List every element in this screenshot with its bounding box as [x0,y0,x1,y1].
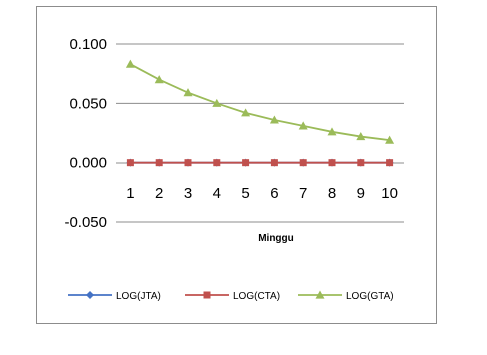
data-point [241,108,251,117]
x-tick-label: 1 [126,185,134,202]
x-tick-label: 4 [213,185,221,202]
x-tick-label: 9 [357,185,365,202]
data-point [242,159,250,167]
data-point [385,135,395,144]
x-axis-title: Minggu [258,233,294,244]
data-point [155,159,163,167]
y-tick-label: 0.050 [69,95,107,112]
data-point [184,159,192,167]
data-point [356,132,366,141]
x-tick-label: 8 [328,185,336,202]
x-tick-label: 7 [299,185,307,202]
legend-marker [203,291,211,299]
y-tick-label: 0.000 [69,155,107,172]
data-point [298,121,308,130]
data-point [269,115,279,124]
data-point [270,159,278,167]
x-tick-label: 10 [381,185,398,202]
legend-label: LOG(CTA) [233,291,280,302]
legend-marker [315,290,325,299]
chart-frame [36,6,437,324]
data-point [299,159,307,167]
y-tick-label: -0.050 [64,214,107,231]
legend-marker [86,291,94,299]
data-point [126,159,134,167]
legend-label: LOG(JTA) [116,291,161,302]
x-tick-label: 3 [184,185,192,202]
data-point [212,98,222,107]
x-tick-label: 5 [241,185,249,202]
data-point [386,159,394,167]
y-tick-label: 0.100 [69,36,107,53]
data-point [125,59,135,68]
data-point [357,159,365,167]
x-tick-label: 6 [270,185,278,202]
data-point [183,88,193,97]
series-line-log-gta- [129,63,390,142]
x-tick-label: 2 [155,185,163,202]
data-point [154,75,164,84]
legend-label: LOG(GTA) [346,291,394,302]
data-point [213,159,221,167]
data-point [327,127,337,136]
data-point [328,159,336,167]
